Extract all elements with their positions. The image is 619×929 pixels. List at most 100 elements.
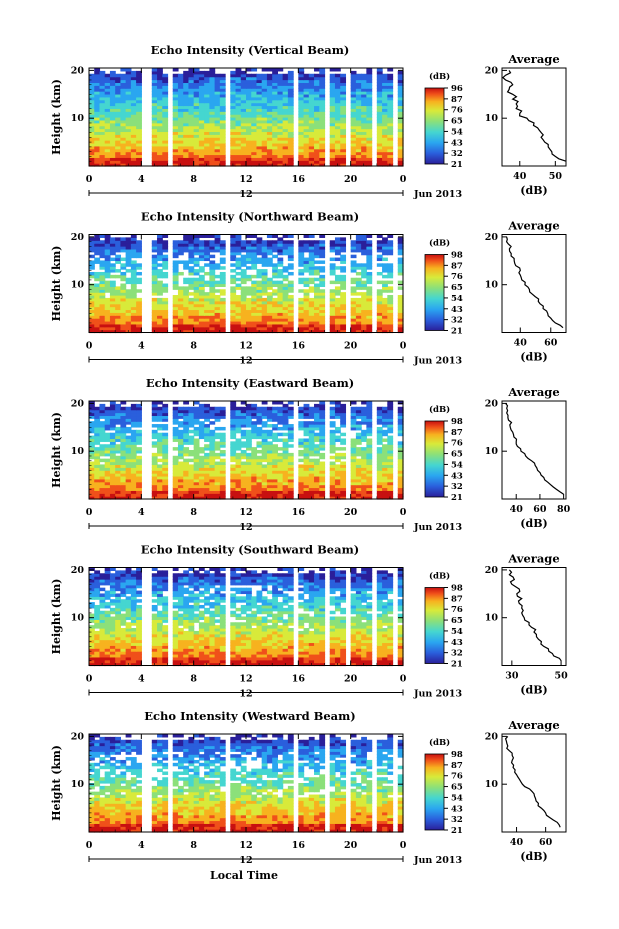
- x-tick-label: 0: [86, 341, 93, 352]
- profile-title: Average: [507, 219, 559, 233]
- y-tick-label: 20: [71, 232, 85, 243]
- panel-3: Echo Intensity (Eastward Beam) 20 10 Height…: [50, 376, 571, 533]
- panel-title: Echo Intensity (Southward Beam): [141, 543, 359, 557]
- profile-title: Average: [507, 718, 559, 732]
- date-label: Jun 2013: [413, 356, 462, 367]
- colorbar-tick: 76: [451, 106, 463, 116]
- x-tick-label: 16: [292, 674, 306, 685]
- panel-title: Echo Intensity (Vertical Beam): [151, 43, 350, 57]
- profile-y-tick: 20: [485, 565, 499, 576]
- profile-x-tick: 30: [505, 671, 519, 682]
- colorbar-tick: 65: [451, 783, 463, 793]
- profile-x-tick: 40: [513, 171, 527, 182]
- profile-frame: [501, 733, 567, 833]
- profile-line: [508, 569, 562, 662]
- colorbar-tick: 98: [451, 750, 463, 760]
- colorbar-tick: 43: [451, 471, 463, 481]
- colorbar-tick: 98: [451, 417, 463, 427]
- x-tick-label: 12: [239, 174, 252, 185]
- colorbar-tick: 43: [451, 138, 463, 148]
- profile-x-label: (dB): [520, 850, 547, 863]
- colorbar-tick: 87: [451, 761, 463, 771]
- colorbar-tick: 54: [451, 793, 463, 803]
- x-tick-label: 16: [292, 840, 306, 851]
- profile-title: Average: [507, 52, 559, 66]
- secondary-x-tick: 12: [239, 189, 252, 200]
- colorbar-tick: 65: [451, 117, 463, 127]
- x-tick-label: 4: [138, 174, 145, 185]
- profile-y-tick: 10: [485, 280, 499, 291]
- profile-y-tick: 10: [485, 779, 499, 790]
- x-tick-label: 0: [400, 341, 407, 352]
- colorbar-tick: 87: [451, 594, 463, 604]
- profile-x-label: (dB): [520, 351, 547, 364]
- profile-title: Average: [507, 552, 559, 566]
- colorbar-tick: 43: [451, 804, 463, 814]
- colorbar: [424, 254, 445, 331]
- colorbar-tick: 65: [451, 283, 463, 293]
- x-tick-label: 12: [239, 341, 252, 352]
- colorbar-tick: 87: [451, 95, 463, 105]
- colorbar-tick: 54: [451, 627, 463, 637]
- y-tick-label: 20: [71, 65, 85, 76]
- profile-line: [505, 236, 564, 329]
- profile-x-label: (dB): [520, 184, 547, 197]
- x-tick-label: 4: [138, 507, 145, 518]
- panel-title: Echo Intensity (Eastward Beam): [146, 376, 354, 390]
- colorbar-tick: 76: [451, 772, 463, 782]
- panel-title: Echo Intensity (Northward Beam): [141, 210, 359, 224]
- colorbar-tick: 96: [451, 84, 463, 94]
- profile-y-tick: 10: [485, 113, 499, 124]
- profile-y-tick: 20: [485, 731, 499, 742]
- y-axis-label: Height (km): [50, 412, 63, 488]
- x-tick-label: 4: [138, 341, 145, 352]
- date-label: Jun 2013: [413, 855, 462, 866]
- colorbar: [424, 87, 445, 165]
- colorbar-tick: 87: [451, 428, 463, 438]
- colorbar-title: (dB): [429, 238, 450, 249]
- x-tick-label: 8: [190, 174, 197, 185]
- profile-frame: [501, 567, 567, 666]
- colorbar-tick: 87: [451, 261, 463, 271]
- panel-5: Echo Intensity (Westward Beam) 20 10 Height…: [50, 709, 567, 866]
- colorbar-tick: 65: [451, 616, 463, 626]
- colorbar-tick: 21: [451, 160, 463, 170]
- colorbar-tick: 21: [451, 826, 463, 836]
- colorbar: [424, 420, 445, 498]
- x-tick-label: 16: [292, 174, 306, 185]
- y-tick-label: 10: [71, 779, 85, 790]
- heatmap-cells: [89, 734, 404, 833]
- y-tick-label: 20: [71, 398, 85, 409]
- x-tick-label: 0: [400, 507, 407, 518]
- x-tick-label: 20: [344, 174, 358, 185]
- profile-x-tick: 60: [533, 504, 547, 515]
- colorbar-title: (dB): [429, 71, 450, 82]
- profile-y-tick: 10: [485, 446, 499, 457]
- profile-x-tick: 40: [514, 338, 528, 349]
- secondary-x-tick: 12: [239, 522, 252, 533]
- secondary-x-tick: 12: [239, 356, 252, 367]
- colorbar-tick: 32: [451, 316, 463, 326]
- date-label: Jun 2013: [413, 189, 462, 200]
- heatmap-cells: [89, 401, 404, 500]
- colorbar: [424, 753, 445, 831]
- colorbar-tick: 98: [451, 584, 463, 594]
- profile-frame: [501, 234, 567, 333]
- heatmap-cells: [89, 234, 404, 334]
- y-tick-label: 10: [71, 446, 85, 457]
- colorbar-title: (dB): [429, 571, 450, 582]
- colorbar-title: (dB): [429, 737, 450, 748]
- x-tick-label: 0: [86, 507, 93, 518]
- x-tick-label: 20: [344, 341, 358, 352]
- profile-frame: [501, 67, 567, 167]
- x-tick-label: 4: [138, 840, 145, 851]
- colorbar-tick: 32: [451, 815, 463, 825]
- x-tick-label: 0: [86, 840, 93, 851]
- y-axis-label: Height (km): [50, 745, 63, 821]
- x-tick-label: 20: [344, 674, 358, 685]
- profile-y-tick: 20: [485, 65, 499, 76]
- colorbar-tick: 54: [451, 460, 463, 470]
- colorbar-tick: 32: [451, 649, 463, 659]
- y-tick-label: 10: [71, 113, 85, 124]
- colorbar-tick: 32: [451, 482, 463, 492]
